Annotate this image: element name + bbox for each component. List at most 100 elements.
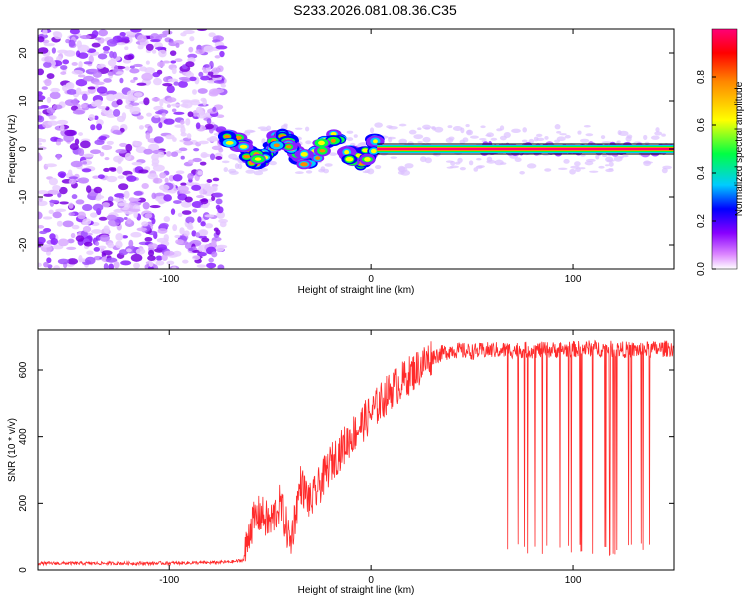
noise-blob [177, 185, 189, 193]
noise-blob [157, 227, 168, 234]
noise-blob [398, 138, 408, 145]
noise-blob [661, 167, 668, 174]
noise-blob [417, 127, 422, 130]
noise-blob [198, 245, 204, 252]
noise-blob [156, 244, 168, 251]
noise-blob [490, 137, 498, 141]
noise-blob [153, 136, 164, 144]
spectrogram-y-tick-label: 10 [18, 95, 29, 107]
noise-blob [329, 152, 337, 156]
noise-blob [570, 165, 580, 169]
noise-blob [126, 218, 132, 225]
noise-blob [200, 75, 210, 81]
noise-blob [654, 131, 663, 136]
noise-blob [80, 140, 91, 149]
noise-blob [182, 259, 189, 264]
chart-title: S233.2026.081.08.36.C35 [293, 2, 457, 18]
noise-blob [43, 261, 49, 268]
noise-blob [120, 260, 132, 266]
noise-blob [130, 231, 142, 238]
noise-blob [204, 214, 215, 218]
noise-blob [90, 229, 103, 234]
noise-blob [466, 129, 472, 135]
noise-blob [38, 262, 42, 268]
noise-blob [185, 216, 195, 224]
noise-blob [164, 177, 169, 184]
noise-blob [219, 50, 225, 58]
noise-blob [554, 124, 561, 130]
noise-blob [185, 61, 195, 68]
noise-blob [211, 195, 216, 202]
noise-blob [85, 185, 92, 193]
transition-blob [254, 157, 262, 161]
noise-blob [454, 161, 461, 165]
noise-blob [112, 155, 124, 163]
noise-blob [121, 235, 128, 239]
noise-blob [101, 144, 113, 151]
noise-blob [212, 106, 217, 112]
noise-blob [214, 55, 221, 59]
transition-blob [300, 151, 308, 157]
noise-blob [124, 104, 134, 110]
noise-blob [166, 85, 175, 94]
noise-blob [48, 177, 59, 186]
noise-blob [522, 127, 527, 133]
noise-blob [195, 194, 205, 199]
noise-blob [43, 193, 54, 197]
noise-blob [130, 29, 142, 33]
noise-blob [211, 239, 217, 247]
noise-blob [625, 136, 632, 142]
transition-blob [370, 148, 377, 154]
transition-blob [330, 132, 337, 136]
noise-blob [353, 134, 358, 138]
noise-blob [305, 170, 313, 174]
noise-blob [185, 118, 191, 126]
noise-blob [72, 98, 79, 107]
spectrogram-y-tick-label: -20 [18, 237, 29, 252]
noise-blob [147, 266, 154, 269]
noise-blob [408, 129, 417, 135]
noise-blob [77, 52, 89, 59]
noise-blob [111, 125, 120, 132]
noise-blob [206, 262, 217, 269]
noise-blob [207, 71, 214, 76]
noise-blob [449, 165, 459, 169]
noise-blob [544, 136, 549, 140]
noise-blob [106, 90, 117, 95]
noise-blob [161, 112, 167, 117]
noise-blob [71, 194, 78, 200]
noise-blob [97, 53, 108, 60]
noise-blob [174, 124, 185, 128]
noise-blob [447, 125, 453, 129]
noise-blob [147, 125, 153, 134]
noise-blob [97, 105, 107, 110]
noise-blob [82, 153, 95, 158]
noise-blob [199, 229, 207, 237]
noise-blob [212, 185, 218, 192]
noise-blob [200, 97, 207, 102]
noise-blob [621, 154, 629, 158]
colorbar-gradient [712, 29, 737, 269]
noise-blob [124, 46, 129, 51]
noise-blob [113, 198, 124, 202]
noise-blob [579, 167, 586, 170]
noise-blob [269, 160, 277, 166]
noise-blob [75, 235, 85, 242]
noise-blob [210, 74, 222, 78]
noise-blob [165, 134, 175, 140]
transition-blob [330, 138, 336, 143]
noise-blob [139, 66, 148, 72]
noise-blob [183, 230, 190, 237]
noise-blob [143, 97, 150, 106]
noise-blob [177, 212, 183, 217]
noise-blob [151, 49, 157, 54]
noise-blob [78, 148, 85, 157]
noise-blob [211, 183, 219, 188]
noise-blob [124, 66, 130, 71]
noise-blob [62, 84, 68, 92]
noise-blob [189, 76, 197, 82]
noise-blob [200, 198, 209, 205]
noise-blob [42, 39, 50, 44]
noise-blob [178, 147, 188, 152]
noise-blob [203, 64, 210, 68]
